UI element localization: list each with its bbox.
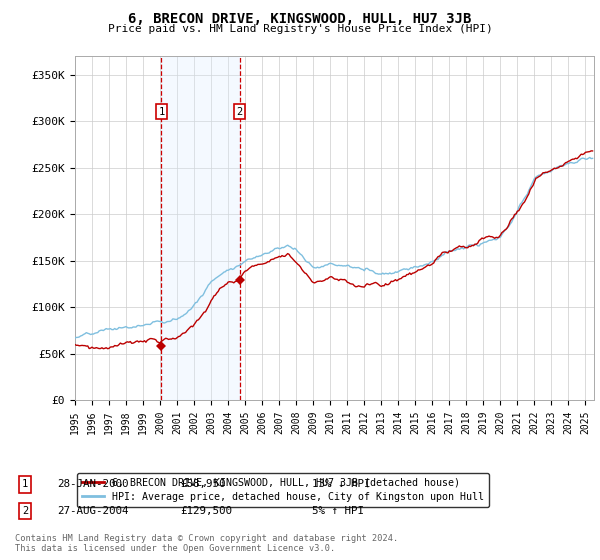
Text: 2: 2 [236,107,242,117]
Text: 27-AUG-2004: 27-AUG-2004 [57,506,128,516]
Text: 1: 1 [158,107,164,117]
Text: £129,500: £129,500 [180,506,232,516]
Text: 2: 2 [22,506,28,516]
Bar [161,56,239,400]
Text: £58,950: £58,950 [180,479,226,489]
Text: 6, BRECON DRIVE, KINGSWOOD, HULL, HU7 3JB: 6, BRECON DRIVE, KINGSWOOD, HULL, HU7 3J… [128,12,472,26]
Text: 5% ↑ HPI: 5% ↑ HPI [312,506,364,516]
Legend: 6, BRECON DRIVE, KINGSWOOD, HULL, HU7 3JB (detached house), HPI: Average price, : 6, BRECON DRIVE, KINGSWOOD, HULL, HU7 3J… [77,473,490,507]
Text: Price paid vs. HM Land Registry's House Price Index (HPI): Price paid vs. HM Land Registry's House … [107,24,493,34]
Text: 28-JAN-2000: 28-JAN-2000 [57,479,128,489]
Text: Contains HM Land Registry data © Crown copyright and database right 2024.
This d: Contains HM Land Registry data © Crown c… [15,534,398,553]
Text: 13% ↓ HPI: 13% ↓ HPI [312,479,371,489]
Text: 1: 1 [22,479,28,489]
